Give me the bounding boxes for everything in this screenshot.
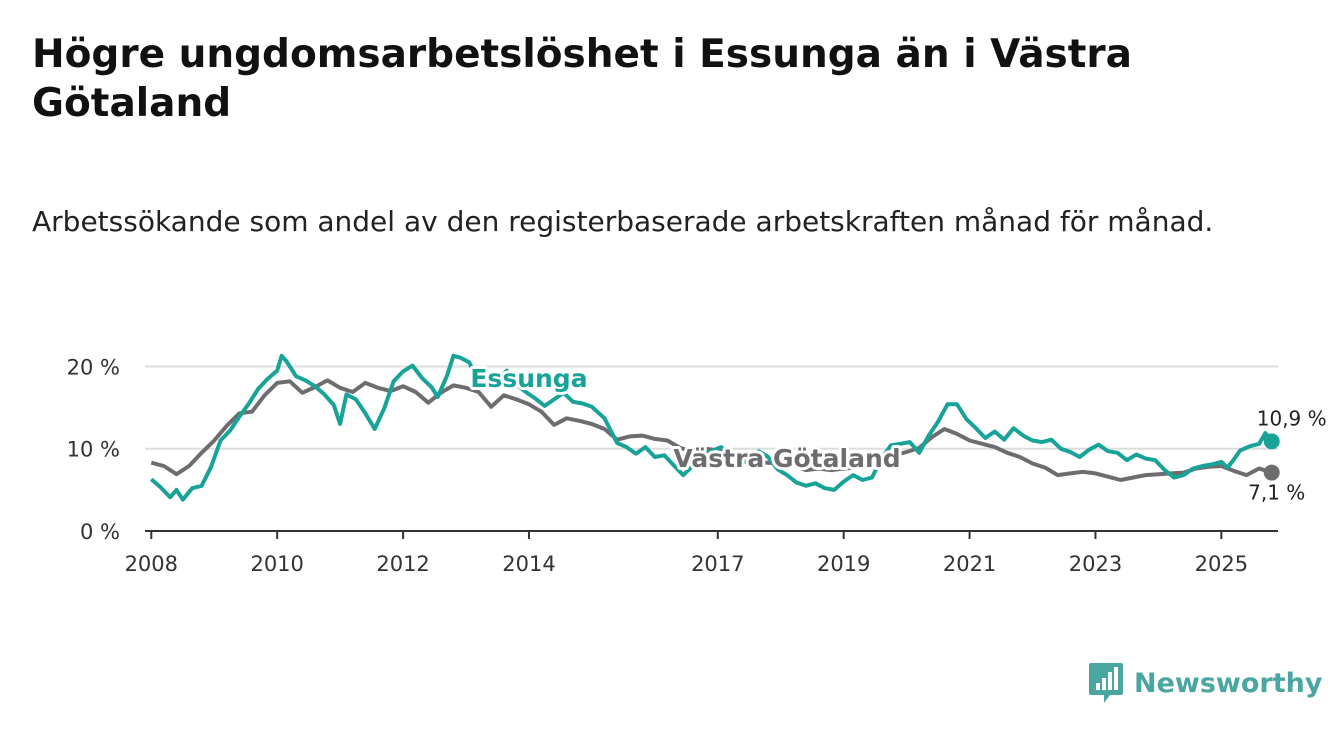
- end-point-essunga: [1263, 433, 1280, 450]
- x-tick-label: 2008: [125, 552, 178, 576]
- gridlines: [145, 365, 1278, 450]
- end-point-vastra-gotaland: [1263, 464, 1280, 481]
- x-tick-label: 2012: [376, 552, 429, 576]
- end-label-essunga: 10,9 %: [1257, 406, 1327, 430]
- chart-subtitle: Arbetssökande som andel av den registerb…: [32, 205, 1214, 238]
- newsworthy-brand[interactable]: Newsworthy: [1088, 660, 1322, 706]
- x-tick-label: 2017: [691, 552, 744, 576]
- y-tick-label: 20 %: [67, 355, 120, 379]
- x-tick-label: 2023: [1069, 552, 1122, 576]
- labels: Essunga Västra Götaland 10,9 % 7,1 %: [467, 361, 1327, 505]
- x-tick-label: 2019: [817, 552, 870, 576]
- x-tick-label: 2021: [943, 552, 996, 576]
- x-tick-label: 2014: [502, 552, 555, 576]
- chart-title: Högre ungdomsarbetslöshet i Essunga än i…: [32, 32, 1132, 126]
- end-label-vastra-gotaland: 7,1 %: [1248, 481, 1305, 505]
- y-tick-label: 0 %: [80, 520, 120, 544]
- series-label-essunga: Essunga: [470, 364, 587, 393]
- series-label-vastra-gotaland: Västra Götaland: [673, 444, 900, 473]
- x-tick-label: 2025: [1195, 552, 1248, 576]
- series-lines: [149, 353, 1280, 502]
- x-tick-label: 2010: [250, 552, 303, 576]
- line-chart: 0 % 10 % 20 % 2008 2010 2012 2014 2017 2019 2021 2…: [67, 353, 1327, 576]
- newsworthy-logo-icon: [1089, 663, 1123, 703]
- axes: 0 % 10 % 20 % 2008 2010 2012 2014 2017 2019 2021 2…: [67, 355, 1278, 576]
- y-tick-label: 10 %: [67, 438, 120, 462]
- brand-name: Newsworthy: [1134, 667, 1323, 699]
- series-line-essunga: [149, 353, 1274, 502]
